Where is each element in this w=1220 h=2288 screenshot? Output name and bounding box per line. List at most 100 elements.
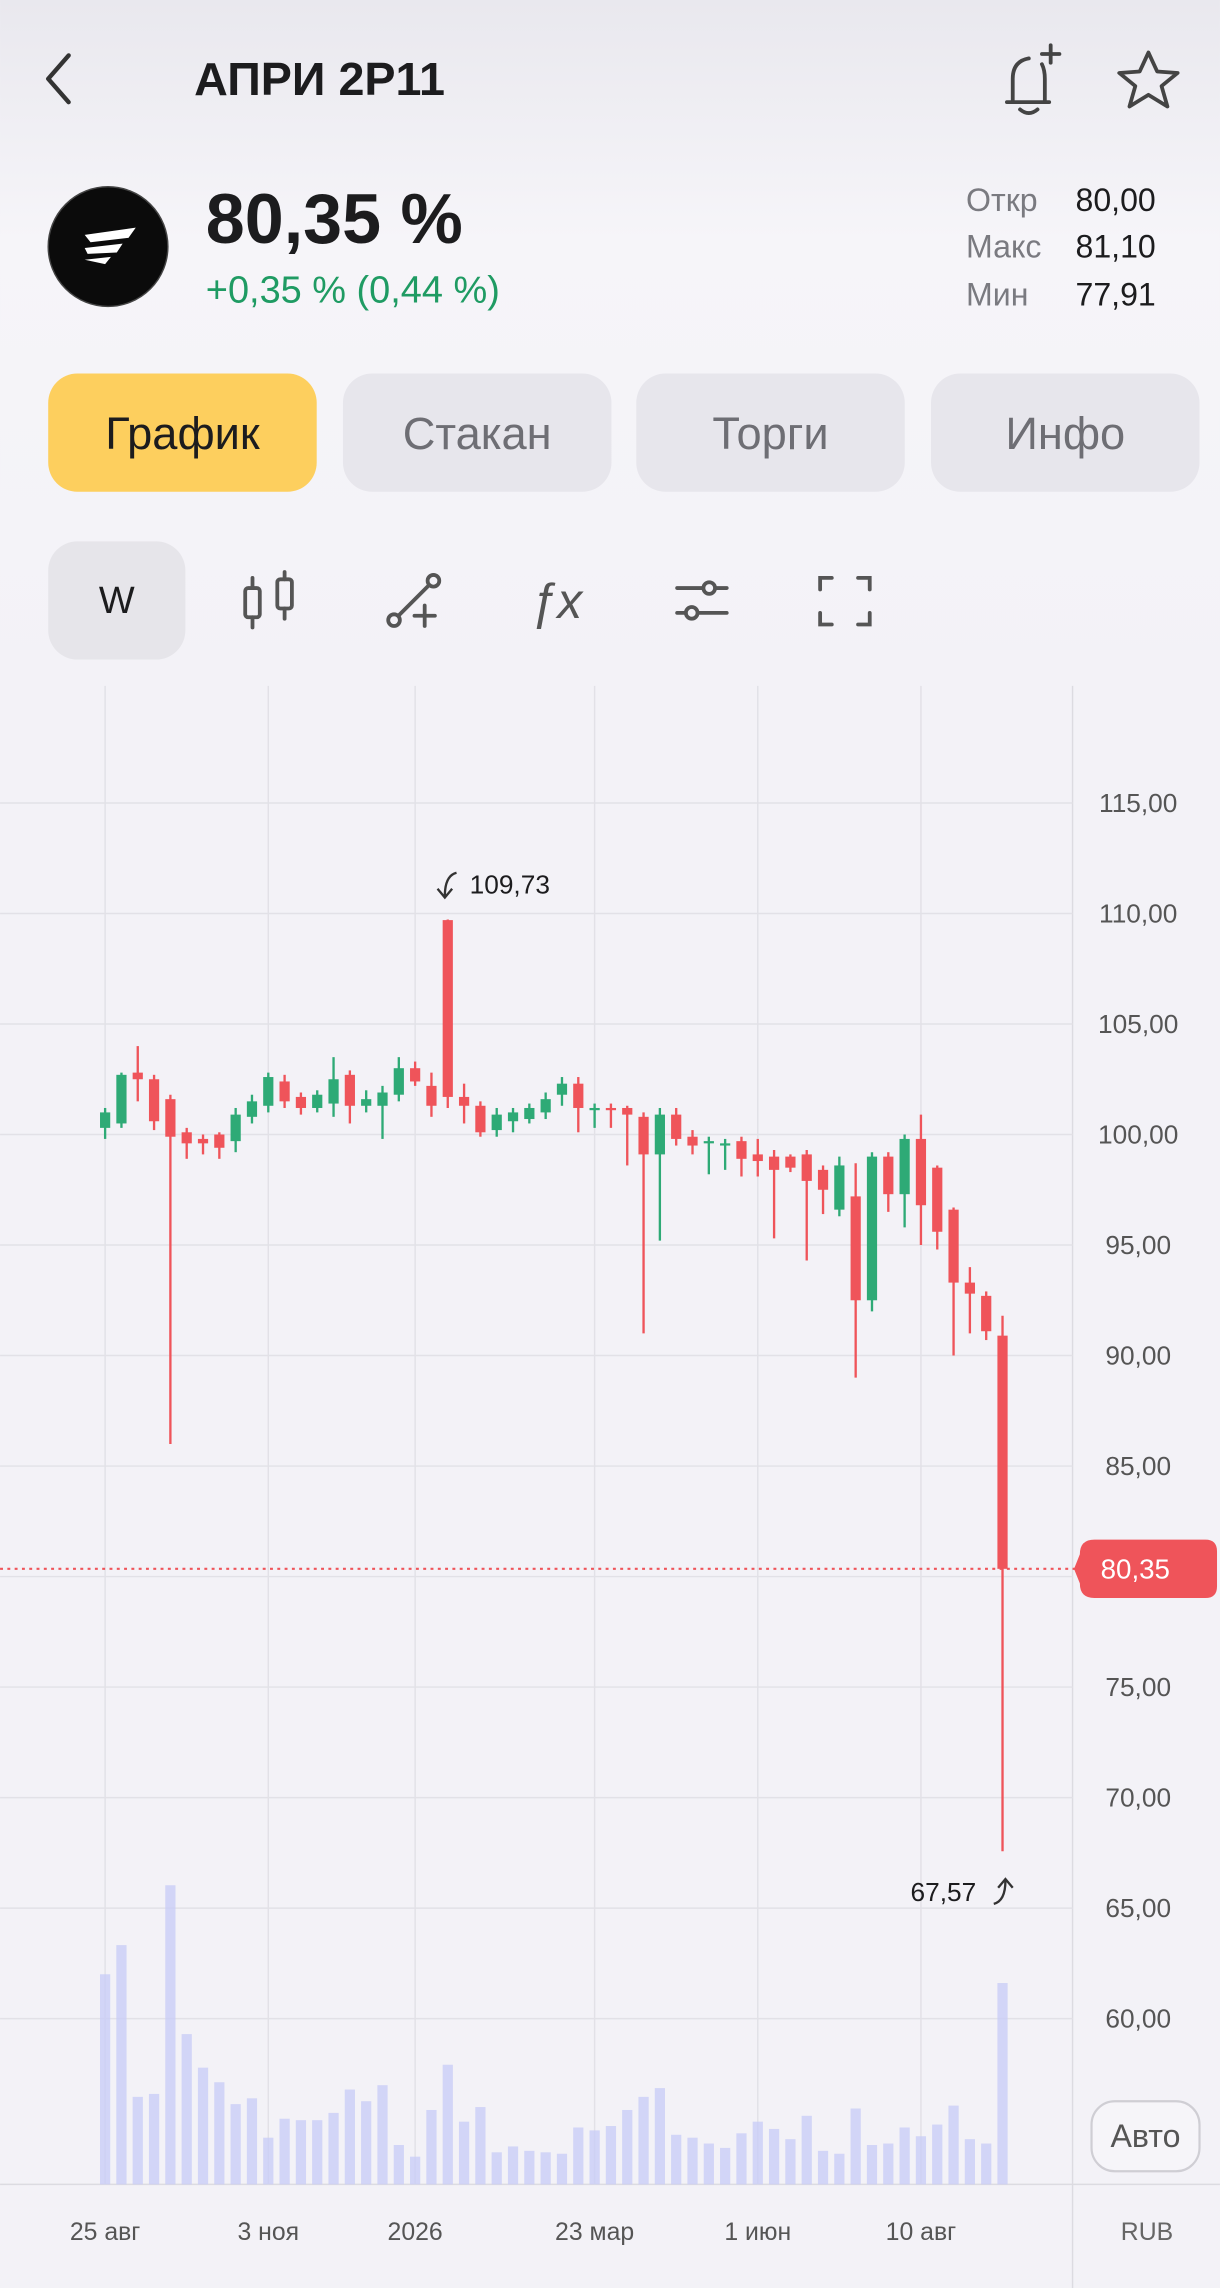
stat-label: Макс bbox=[966, 229, 1041, 265]
header-bg bbox=[0, 0, 1220, 686]
tab-label: Инфо bbox=[1005, 408, 1125, 459]
favorite-icon[interactable] bbox=[1117, 50, 1180, 109]
tab[interactable] bbox=[931, 373, 1200, 492]
volume-bar bbox=[752, 2121, 763, 2185]
candle-body bbox=[458, 1096, 470, 1106]
chart-type-icon[interactable] bbox=[243, 570, 294, 630]
annotation-arrow bbox=[436, 871, 457, 900]
candle-body bbox=[981, 1295, 992, 1332]
volume-bar bbox=[997, 1983, 1008, 2185]
y-tick-label: 75,00 bbox=[1105, 1672, 1171, 1702]
volume-bar bbox=[540, 2152, 551, 2185]
volume-bar bbox=[801, 2115, 812, 2185]
volume-bar bbox=[817, 2150, 829, 2185]
annotation-label: 109,73 bbox=[470, 869, 550, 899]
volume-bar bbox=[312, 2120, 323, 2185]
candle-body bbox=[948, 1209, 959, 1283]
auto-scale-label: Авто bbox=[1111, 2118, 1181, 2154]
volume-bar bbox=[768, 2128, 780, 2185]
candle-body bbox=[703, 1141, 714, 1144]
candle-body bbox=[654, 1114, 665, 1155]
indicators-icon[interactable]: ƒx bbox=[530, 573, 585, 629]
candle-body bbox=[116, 1074, 127, 1124]
candle-body bbox=[263, 1077, 274, 1106]
candle-body bbox=[556, 1083, 568, 1095]
last-price-tag bbox=[1074, 1539, 1218, 1599]
fullscreen-icon[interactable] bbox=[818, 575, 872, 627]
logo-mark bbox=[84, 227, 136, 265]
x-tick-label: 25 авг bbox=[70, 2219, 140, 2246]
interval-button[interactable] bbox=[48, 541, 186, 660]
volume-bar bbox=[964, 2139, 975, 2185]
volume-bar bbox=[671, 2134, 682, 2185]
volume-bar bbox=[866, 2145, 878, 2185]
currency-label: RUB bbox=[1121, 2219, 1173, 2246]
back-button[interactable] bbox=[46, 53, 71, 105]
volume-bar bbox=[605, 2126, 617, 2185]
stat-value: 80,00 bbox=[1075, 182, 1155, 218]
candle-body bbox=[915, 1138, 927, 1206]
candle-body bbox=[295, 1096, 307, 1108]
volume-bar bbox=[197, 2067, 209, 2185]
bell-icon[interactable] bbox=[1005, 43, 1062, 115]
settings-icon[interactable] bbox=[675, 580, 729, 621]
auto-scale-button[interactable] bbox=[1090, 2100, 1201, 2173]
candle-body bbox=[801, 1154, 812, 1181]
volume-bar bbox=[377, 2085, 388, 2185]
volume-bar bbox=[834, 2153, 845, 2185]
candle-body bbox=[132, 1072, 143, 1080]
annotation-label: 67,57 bbox=[911, 1877, 977, 1907]
candle-body bbox=[932, 1167, 943, 1232]
candle-body bbox=[768, 1156, 780, 1170]
candle-body bbox=[230, 1114, 241, 1142]
volume-bar bbox=[491, 2152, 502, 2185]
volume-bar bbox=[573, 2127, 584, 2185]
stat-value: 81,10 bbox=[1075, 229, 1155, 265]
tab[interactable] bbox=[636, 373, 905, 492]
volume-bar bbox=[948, 2105, 959, 2185]
stat-value: 77,91 bbox=[1075, 277, 1155, 313]
candle-body bbox=[720, 1143, 731, 1146]
candle-body bbox=[410, 1068, 421, 1082]
volume-bar bbox=[165, 1885, 176, 2185]
price: 80,35 % bbox=[206, 180, 463, 258]
draw-icon[interactable] bbox=[386, 573, 442, 628]
candle-body bbox=[344, 1074, 355, 1106]
candle-body bbox=[524, 1107, 535, 1120]
x-tick-label: 3 ноя bbox=[237, 2219, 299, 2246]
candle-body bbox=[181, 1132, 192, 1144]
volume-bar bbox=[393, 2145, 404, 2185]
interval-label: W bbox=[99, 580, 135, 622]
candle-body bbox=[850, 1196, 861, 1301]
volume-bar bbox=[736, 2133, 747, 2185]
chart: 25 авг 3 ноя 2026 23 мар 1 июн 10 авг 115,00 11… bbox=[0, 685, 1218, 2246]
y-tick-label: 70,00 bbox=[1105, 1783, 1171, 1813]
candle-body bbox=[312, 1094, 323, 1108]
candle-body bbox=[442, 920, 453, 1097]
stat-label: Мин bbox=[966, 277, 1028, 313]
volume-bar bbox=[932, 2124, 943, 2185]
tab-label: Торги bbox=[712, 408, 828, 459]
candle-body bbox=[834, 1165, 845, 1210]
volume-bar bbox=[361, 2101, 372, 2185]
volume-bar bbox=[915, 2136, 927, 2185]
candle-body bbox=[507, 1112, 519, 1122]
candle-body bbox=[866, 1156, 878, 1301]
tab-active[interactable] bbox=[48, 373, 317, 492]
tab[interactable] bbox=[342, 373, 612, 492]
volume-bar bbox=[687, 2137, 698, 2185]
volume-bar bbox=[654, 2088, 665, 2185]
volume-bar bbox=[148, 2093, 160, 2185]
volume-bar bbox=[458, 2121, 470, 2185]
volume-bar bbox=[263, 2137, 274, 2185]
candle-body bbox=[475, 1105, 486, 1133]
candle-body bbox=[100, 1112, 111, 1128]
tab-label: Стакан bbox=[403, 408, 552, 459]
y-tick-label: 60,00 bbox=[1105, 2004, 1171, 2034]
candle-body bbox=[899, 1138, 910, 1195]
volume-bar bbox=[344, 2089, 355, 2185]
y-tick-label: 90,00 bbox=[1105, 1341, 1171, 1371]
y-tick-label: 100,00 bbox=[1098, 1120, 1178, 1150]
volume-bar bbox=[556, 2153, 568, 2185]
